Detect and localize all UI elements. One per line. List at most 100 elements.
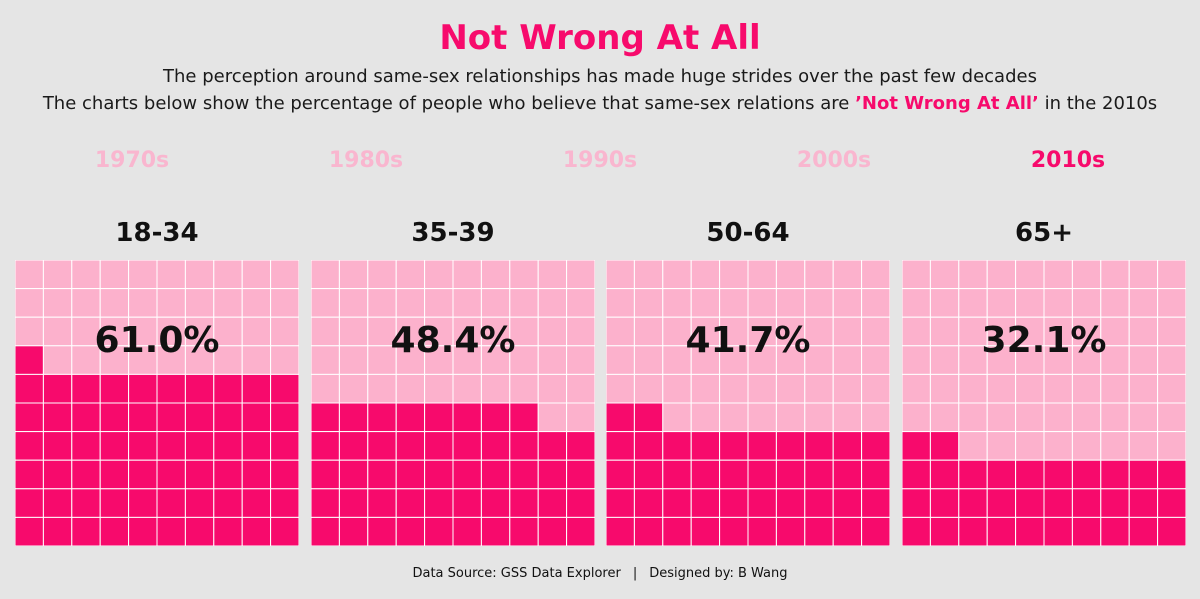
waffle-cell-empty <box>1015 316 1045 347</box>
waffle-cell-empty <box>184 260 215 290</box>
waffle-cell-filled <box>902 431 931 461</box>
waffle-cell-empty <box>929 260 960 290</box>
decade-tab-1970s[interactable]: 1970s <box>94 148 170 173</box>
waffle-cell-empty <box>775 373 806 404</box>
waffle-cell-empty <box>690 345 721 375</box>
waffle-cell-filled <box>424 459 454 490</box>
waffle-cell-empty <box>71 288 101 318</box>
waffle-cell-empty <box>690 260 721 290</box>
decade-tab-1980s[interactable]: 1980s <box>328 148 404 173</box>
waffle-cell-empty <box>338 288 369 318</box>
waffle-cell-empty <box>1100 431 1130 461</box>
subtitle-line2-post: in the 2010s <box>1038 93 1158 114</box>
waffle-cell-filled <box>861 459 890 490</box>
waffle-cell-filled <box>537 431 568 461</box>
waffle-cell-filled <box>1015 516 1045 546</box>
waffle-cell-empty <box>566 402 595 433</box>
waffle-cell-filled <box>480 459 511 490</box>
waffle-cell-empty <box>1071 373 1102 404</box>
waffle-cell-empty <box>480 288 511 318</box>
waffle-cell-empty <box>775 316 806 347</box>
waffle-cell-empty <box>861 288 890 318</box>
waffle-cell-empty <box>1157 402 1186 433</box>
subtitle-highlight: ’Not Wrong At All’ <box>855 93 1039 114</box>
waffle-cell-filled <box>747 431 777 461</box>
waffle-cell-empty <box>1015 345 1045 375</box>
waffle-cell-empty <box>1157 288 1186 318</box>
decade-tab-2010s[interactable]: 2010s <box>1030 148 1106 173</box>
waffle-cell-empty <box>480 345 511 375</box>
waffle-cell-filled <box>719 516 749 546</box>
waffle-cell-empty <box>1015 431 1045 461</box>
waffle-cell-filled <box>71 402 101 433</box>
waffle-cell-filled <box>241 516 272 546</box>
waffle-cell-filled <box>719 488 749 518</box>
waffle-cell-filled <box>270 516 299 546</box>
decade-tab-2000s[interactable]: 2000s <box>796 148 872 173</box>
waffle-cell-empty <box>42 260 73 290</box>
waffle-cell-empty <box>156 260 186 290</box>
waffle-cell-filled <box>832 488 863 518</box>
decade-tab-1990s[interactable]: 1990s <box>562 148 638 173</box>
waffle-cell-empty <box>1015 288 1045 318</box>
waffle-cell-empty <box>1043 373 1073 404</box>
waffle-cell-filled <box>452 516 482 546</box>
waffle-cell-filled <box>929 488 960 518</box>
waffle-cell-empty <box>804 260 834 290</box>
waffle-cell-filled <box>42 373 73 404</box>
waffle-cell-filled <box>566 516 595 546</box>
waffle-cell-filled <box>241 373 272 404</box>
waffle-cell-filled <box>311 488 340 518</box>
waffle-cell-filled <box>1043 516 1073 546</box>
waffle-cell-filled <box>338 402 369 433</box>
waffle-cell-filled <box>804 431 834 461</box>
waffle-cell-filled <box>1015 459 1045 490</box>
waffle-cell-filled <box>1100 516 1130 546</box>
waffle-cell-empty <box>395 288 426 318</box>
waffle-cell-filled <box>1157 488 1186 518</box>
waffle-grid <box>902 260 1186 546</box>
waffle-cell-empty <box>1100 316 1130 347</box>
waffle-cell-empty <box>633 260 664 290</box>
decade-selector: 1970s 1980s 1990s 2000s 2010s <box>0 148 1200 178</box>
waffle-cell-filled <box>804 516 834 546</box>
waffle-cell-empty <box>509 288 539 318</box>
waffle-cell-filled <box>1157 516 1186 546</box>
waffle-cell-filled <box>184 516 215 546</box>
waffle-cell-filled <box>747 488 777 518</box>
waffle-cell-filled <box>452 402 482 433</box>
waffle-cell-filled <box>662 516 692 546</box>
waffle-cell-empty <box>1128 260 1159 290</box>
waffle-cell-empty <box>929 316 960 347</box>
waffle-cell-empty <box>832 288 863 318</box>
waffle-cell-empty <box>241 260 272 290</box>
waffle-cell-filled <box>424 402 454 433</box>
waffle-cell-empty <box>1157 431 1186 461</box>
waffle-cell-filled <box>452 431 482 461</box>
waffle-cell-empty <box>902 402 931 433</box>
waffle-cell-filled <box>184 373 215 404</box>
waffle-cell-empty <box>270 316 299 347</box>
waffle-cell-filled <box>1128 459 1159 490</box>
waffle-cell-empty <box>566 373 595 404</box>
waffle-cell-empty <box>1043 288 1073 318</box>
waffle-cell-filled <box>690 431 721 461</box>
waffle-cell-filled <box>958 516 988 546</box>
footer-source: Data Source: GSS Data Explorer <box>412 566 621 581</box>
percent-label-65plus: 32.1% <box>981 320 1107 361</box>
waffle-cell-empty <box>832 402 863 433</box>
waffle-cell-filled <box>311 431 340 461</box>
waffle-cell-filled <box>241 488 272 518</box>
waffle-cell-empty <box>1100 288 1130 318</box>
waffle-cell-empty <box>311 288 340 318</box>
waffle-cell-filled <box>15 402 44 433</box>
waffle-cell-filled <box>311 459 340 490</box>
waffle-cell-filled <box>662 488 692 518</box>
waffle-cell-empty <box>1100 373 1130 404</box>
waffle-cell-empty <box>566 345 595 375</box>
waffle-cell-filled <box>424 488 454 518</box>
waffle-cell-filled <box>633 488 664 518</box>
waffle-cell-empty <box>480 373 511 404</box>
waffle-cell-filled <box>15 459 44 490</box>
age-group-label-18-34: 18-34 <box>115 218 199 248</box>
